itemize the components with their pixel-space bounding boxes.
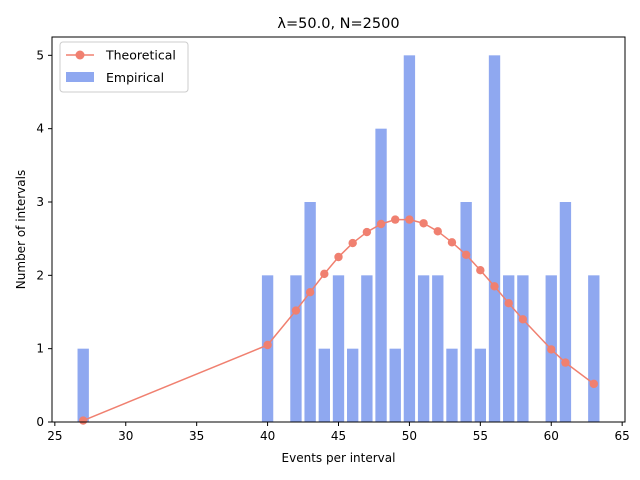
y-tick-label-2: 2 (36, 268, 44, 282)
theoretical-point-60 (547, 345, 556, 354)
empirical-bar-56 (488, 55, 501, 422)
theoretical-line (82, 218, 595, 422)
y-tick-label-3: 3 (36, 195, 44, 209)
empirical-bar-50 (403, 55, 416, 422)
legend: Theoretical Empirical (59, 41, 189, 93)
y-tick-label-0: 0 (36, 415, 44, 429)
legend-empirical-label: Empirical (106, 70, 164, 85)
theoretical-point-40 (263, 340, 272, 350)
empirical-bar-58 (517, 275, 529, 422)
empirical-bar-61 (559, 202, 572, 422)
x-tick-label-25: 25 (47, 429, 62, 443)
empirical-bar-54 (460, 202, 472, 422)
x-axis-ticks: 25 30 35 40 45 50 55 60 65 (47, 422, 630, 443)
x-axis-label: Events per interval (282, 451, 396, 465)
y-tick-label-5: 5 (36, 48, 44, 62)
theoretical-point-57 (504, 299, 513, 308)
theoretical-point-58 (518, 315, 528, 324)
chart-title: λ=50.0, N=2500 (277, 16, 399, 32)
theoretical-point-63 (589, 379, 598, 389)
theoretical-point-51 (419, 219, 428, 228)
empirical-bar-55 (474, 348, 487, 422)
empirical-bar-44 (318, 348, 330, 422)
empirical-bar-45 (332, 275, 345, 422)
theoretical-point-42 (291, 306, 301, 315)
empirical-bar-47 (361, 275, 373, 422)
theoretical-point-49 (391, 215, 400, 224)
theoretical-point-53 (447, 238, 457, 247)
empirical-bar-51 (417, 275, 430, 422)
theoretical-point-48 (376, 219, 386, 229)
theoretical-point-43 (305, 288, 315, 297)
y-axis-label: Number of intervals (14, 170, 28, 289)
x-tick-label-55: 55 (473, 429, 488, 443)
x-tick-label-65: 65 (615, 429, 630, 443)
empirical-bar-27 (77, 348, 89, 422)
theoretical-point-52 (433, 227, 442, 236)
y-tick-label-4: 4 (36, 122, 44, 136)
x-tick-label-35: 35 (189, 429, 204, 443)
theoretical-point-55 (476, 266, 485, 275)
empirical-bar-52 (432, 275, 444, 422)
empirical-bar-57 (503, 275, 515, 422)
theoretical-point-54 (461, 250, 471, 259)
x-tick-label-50: 50 (402, 429, 417, 443)
theoretical-point-50 (405, 215, 414, 224)
empirical-bar-49 (389, 348, 401, 422)
x-tick-label-40: 40 (260, 429, 275, 443)
theoretical-point-56 (490, 282, 499, 291)
empirical-bar-63 (588, 275, 600, 422)
line-layer (79, 215, 598, 425)
x-tick-label-30: 30 (118, 429, 133, 443)
empirical-bar-42 (290, 275, 302, 422)
x-tick-label-60: 60 (544, 429, 559, 443)
theoretical-point-45 (334, 252, 343, 262)
theoretical-point-44 (320, 269, 329, 279)
theoretical-point-61 (561, 358, 570, 367)
legend-theoretical-marker (75, 50, 85, 60)
theoretical-point-47 (362, 227, 372, 237)
empirical-bar-53 (446, 348, 458, 422)
x-tick-label-45: 45 (331, 429, 346, 443)
y-axis-ticks: 0 1 2 3 4 5 (36, 48, 52, 429)
bars-layer (77, 55, 600, 422)
empirical-bar-48 (375, 128, 387, 422)
legend-empirical-swatch (66, 72, 94, 82)
empirical-bar-46 (347, 348, 359, 422)
empirical-bar-43 (304, 202, 316, 422)
legend-theoretical-label: Theoretical (105, 48, 176, 63)
theoretical-point-46 (348, 238, 357, 248)
theoretical-point-27 (79, 416, 88, 425)
y-tick-label-1: 1 (36, 342, 44, 356)
